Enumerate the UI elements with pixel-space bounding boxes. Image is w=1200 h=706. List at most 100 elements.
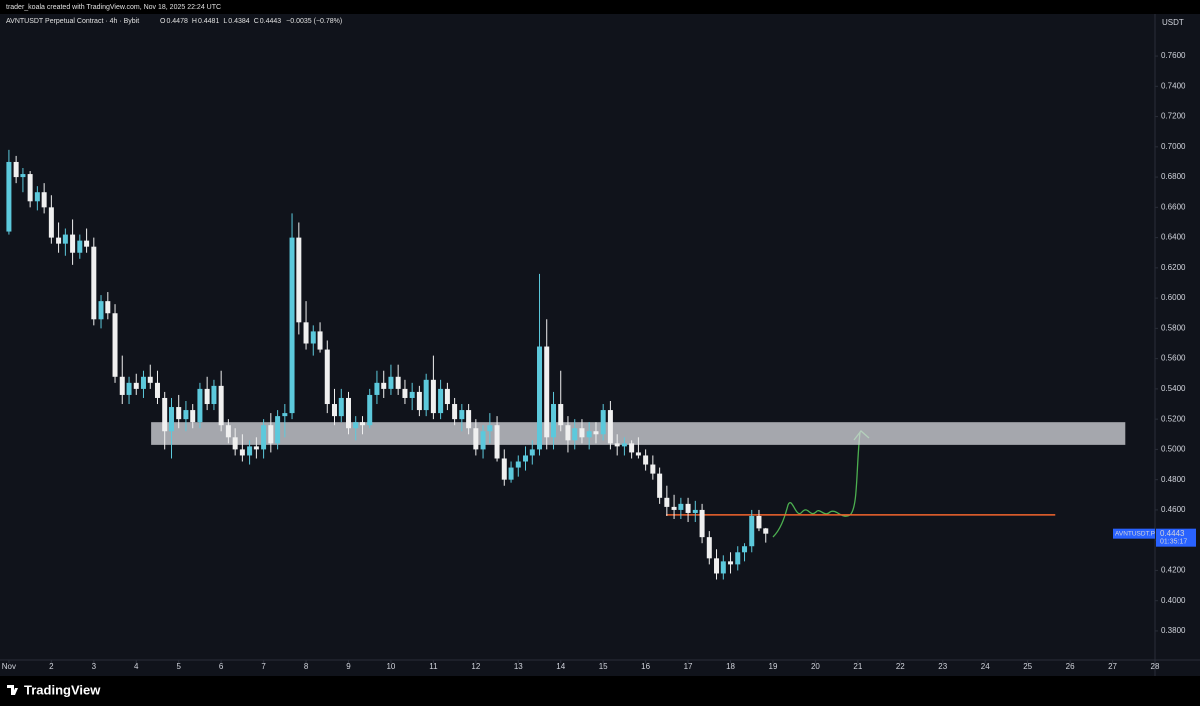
- candle-body: [154, 382, 160, 398]
- candle-body: [77, 240, 83, 253]
- candle: [487, 413, 493, 444]
- candle: [438, 379, 444, 420]
- candle-body: [13, 161, 19, 178]
- x-tick-label: 8: [304, 662, 309, 671]
- candle: [261, 419, 267, 459]
- y-tick-label: 0.5800: [1161, 323, 1186, 332]
- candle-body: [749, 515, 755, 547]
- x-tick-label: 21: [853, 662, 862, 671]
- candle-body: [388, 376, 394, 389]
- candle-body: [572, 428, 578, 441]
- candle-body: [324, 349, 330, 405]
- candle: [282, 404, 288, 438]
- x-tick-label: 15: [599, 662, 608, 671]
- candle-body: [402, 388, 408, 398]
- candle: [529, 440, 535, 465]
- y-tick-label: 0.4600: [1161, 505, 1186, 514]
- y-tick-label: 0.6600: [1161, 202, 1186, 211]
- candle: [650, 455, 656, 480]
- candle-body: [529, 449, 535, 456]
- candle-body: [98, 301, 104, 320]
- candle-body: [629, 443, 635, 453]
- candle-body: [614, 443, 620, 447]
- x-tick-label: 14: [556, 662, 565, 671]
- candle: [593, 422, 599, 444]
- candle-body: [62, 234, 68, 244]
- candle-body: [523, 455, 529, 462]
- candle: [331, 388, 337, 426]
- candle: [70, 219, 76, 265]
- candle: [452, 397, 458, 426]
- candle-body: [692, 509, 698, 513]
- candle: [657, 467, 663, 504]
- candle-body: [763, 528, 769, 534]
- candle-body: [204, 388, 210, 405]
- candle: [600, 404, 606, 441]
- candle: [154, 370, 160, 405]
- candle-body: [168, 407, 174, 432]
- y-tick-label: 0.7000: [1161, 142, 1186, 151]
- candle-body: [70, 234, 76, 253]
- legend-value: 0.4384: [228, 18, 250, 25]
- candle-body: [678, 503, 684, 510]
- candle: [523, 446, 529, 471]
- price-tag-symbol-box: [1113, 528, 1155, 539]
- candle: [685, 497, 691, 523]
- x-tick-label: 17: [684, 662, 693, 671]
- x-tick-label: 25: [1023, 662, 1032, 671]
- x-tick-label: 22: [896, 662, 905, 671]
- candle-body: [544, 346, 550, 438]
- candle-body: [579, 428, 585, 438]
- candle: [706, 531, 712, 565]
- candle: [360, 416, 366, 435]
- candle: [62, 228, 68, 256]
- x-tick-label: 23: [938, 662, 947, 671]
- candle: [423, 373, 429, 417]
- candle-body: [416, 391, 422, 411]
- candle: [310, 325, 316, 356]
- candle-body: [742, 546, 748, 553]
- candle-body: [190, 410, 196, 423]
- candle-body: [586, 431, 592, 438]
- legend-value: −0.0035 (−0.78%): [286, 18, 342, 25]
- candle: [671, 494, 677, 519]
- candle-body: [176, 407, 182, 420]
- candle-body: [56, 237, 62, 244]
- candle: [147, 364, 153, 389]
- candle-body: [714, 558, 720, 574]
- candle: [664, 485, 670, 516]
- candle: [742, 543, 748, 562]
- candle: [204, 376, 210, 411]
- candle-body: [508, 467, 514, 480]
- x-tick-label: Nov: [2, 662, 16, 671]
- x-tick-label: 19: [769, 662, 778, 671]
- candle-body: [218, 385, 224, 426]
- candle-body: [105, 301, 111, 314]
- candle-body: [466, 410, 472, 429]
- candle: [763, 527, 769, 543]
- candle: [430, 355, 436, 420]
- y-tick-label: 0.5000: [1161, 445, 1186, 454]
- candle: [84, 228, 90, 253]
- y-tick-label: 0.7600: [1161, 51, 1186, 60]
- candle: [501, 449, 507, 486]
- candle-body: [671, 506, 677, 510]
- candle-body: [409, 391, 415, 398]
- candle: [635, 437, 641, 459]
- candle-body: [473, 428, 479, 450]
- candle: [353, 416, 359, 441]
- candle: [112, 304, 118, 383]
- candle-body: [239, 449, 245, 456]
- candle-body: [282, 413, 288, 417]
- credit: trader_koala created with TradingView.co…: [6, 4, 221, 11]
- candle: [105, 292, 111, 320]
- brand-name: TradingView: [24, 682, 101, 697]
- candle: [749, 509, 755, 553]
- candle: [133, 373, 139, 395]
- candle: [558, 370, 564, 432]
- candle: [756, 509, 762, 532]
- candle-body: [643, 455, 649, 465]
- candle: [247, 440, 253, 465]
- candle-body: [374, 382, 380, 395]
